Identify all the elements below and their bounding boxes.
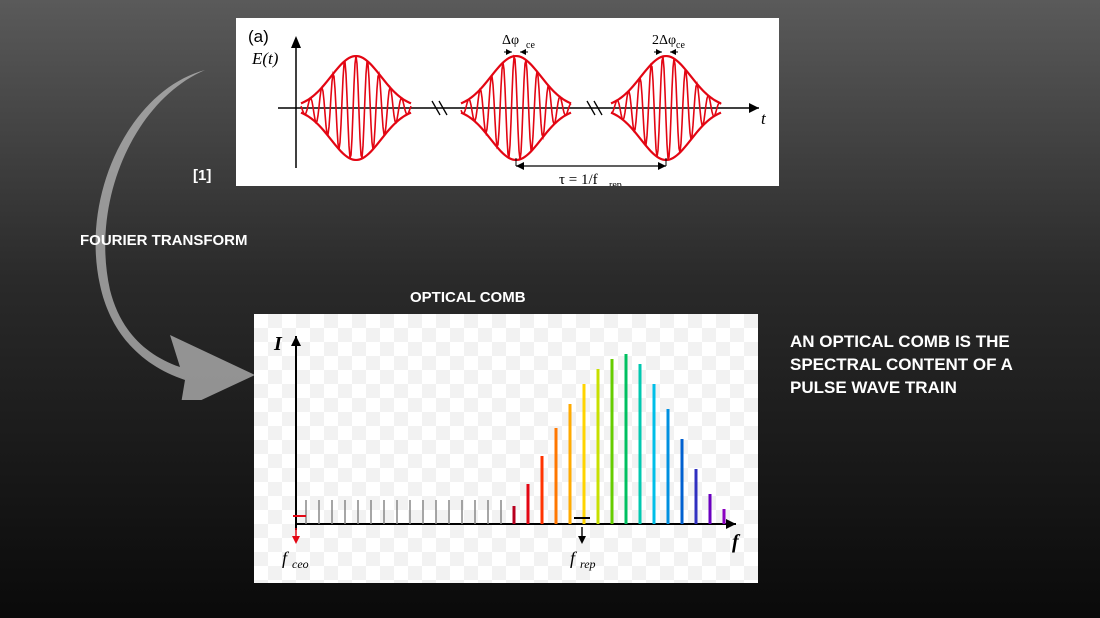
svg-text:t: t xyxy=(761,109,767,128)
svg-text:2Δφ: 2Δφ xyxy=(652,33,676,48)
svg-text:I: I xyxy=(273,333,283,355)
svg-text:ce: ce xyxy=(676,40,685,51)
svg-text:rep: rep xyxy=(609,180,622,186)
optical-comb-title: OPTICAL COMB xyxy=(410,289,526,306)
svg-text:ce: ce xyxy=(526,40,535,51)
svg-text:rep: rep xyxy=(580,557,596,571)
pulse-train-diagram: (a)E(t)tΔφce2Δφceτ = 1/frep xyxy=(236,18,779,186)
time-domain-panel: (a)E(t)tΔφce2Δφceτ = 1/frep xyxy=(236,18,779,186)
svg-text:(a): (a) xyxy=(248,27,269,46)
svg-text:ceo: ceo xyxy=(292,557,309,571)
svg-text:Δφ: Δφ xyxy=(502,33,519,48)
frequency-comb-diagram: Iffceofrep xyxy=(254,314,758,583)
description-text: AN OPTICAL COMB IS THE SPECTRAL CONTENT … xyxy=(790,330,1070,399)
svg-text:τ = 1/f: τ = 1/f xyxy=(559,172,598,186)
frequency-comb-panel: Iffceofrep xyxy=(254,314,758,583)
fourier-transform-label: FOURIER TRANSFORM xyxy=(80,232,248,249)
reference-label: [1] xyxy=(193,167,211,184)
svg-text:E(t): E(t) xyxy=(251,49,279,68)
